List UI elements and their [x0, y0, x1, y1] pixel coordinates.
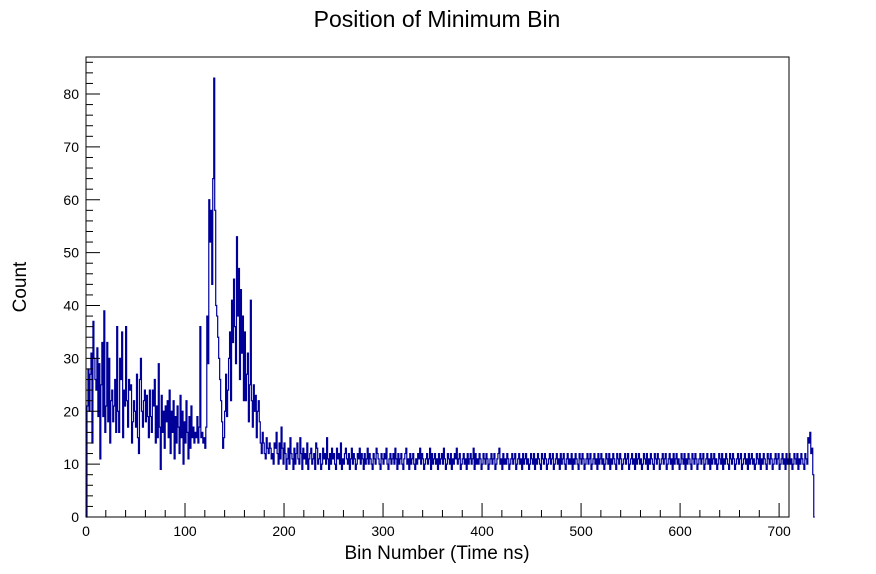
x-axis: 0 100 200 300 400 500 600 700: [82, 503, 791, 539]
y-axis: 0 10 20 30 40 50 60 70 80: [63, 61, 100, 525]
x-tick-label: 400: [470, 523, 494, 539]
y-tick-label: 40: [63, 298, 79, 314]
y-tick-label: 60: [63, 192, 79, 208]
x-tick-label: 200: [272, 523, 296, 539]
x-axis-title: Bin Number (Time ns): [344, 543, 529, 564]
plot-frame: [85, 56, 790, 518]
y-tick-label: 10: [63, 456, 79, 472]
y-tick-label: 70: [63, 139, 79, 155]
chart-title: Position of Minimum Bin: [314, 6, 561, 32]
y-tick-label: 0: [71, 509, 79, 525]
y-tick-label: 80: [63, 86, 79, 102]
x-tick-label: 100: [173, 523, 197, 539]
y-axis-title: Count: [10, 261, 31, 312]
y-tick-label: 50: [63, 245, 79, 261]
plot-area: [85, 56, 815, 518]
x-tick-label: 300: [371, 523, 395, 539]
histogram-series: [86, 77, 815, 518]
x-tick-label: 700: [767, 523, 791, 539]
x-tick-label: 0: [82, 523, 90, 539]
y-tick-label: 20: [63, 403, 79, 419]
y-tick-label: 30: [63, 350, 79, 366]
x-tick-label: 600: [668, 523, 692, 539]
x-tick-label: 500: [569, 523, 593, 539]
